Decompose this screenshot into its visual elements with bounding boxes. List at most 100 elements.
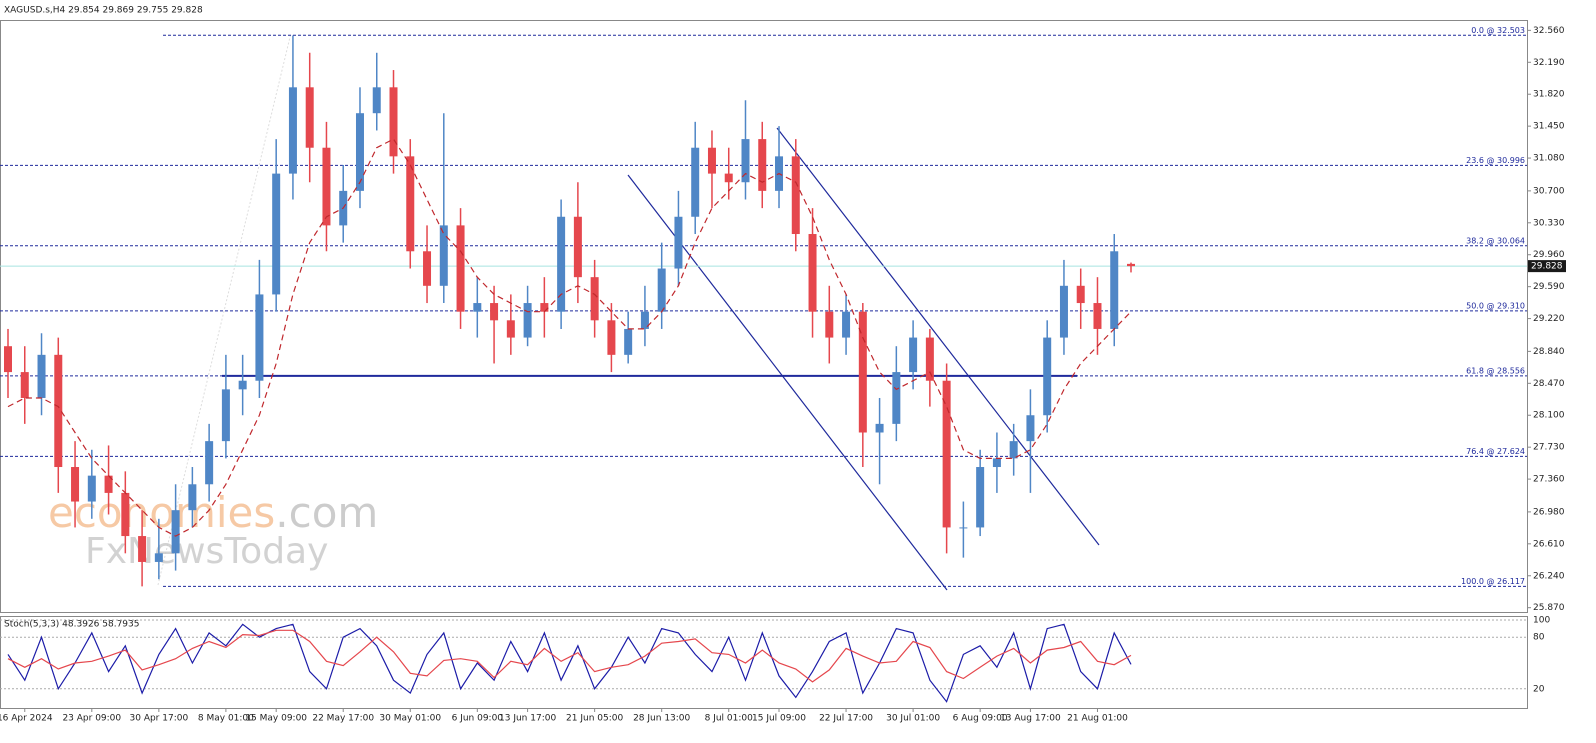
x-tick-label: 21 Aug 01:00 [1067, 714, 1128, 724]
candle-body [573, 216, 582, 278]
fib-trend-line [157, 32, 292, 586]
y-tick-label: 26.240 [1533, 571, 1565, 581]
y-tick-label: 30.330 [1533, 218, 1565, 228]
x-tick-label: 22 Jul 17:00 [819, 714, 873, 724]
candle-body [724, 173, 733, 183]
current-price-box [1528, 260, 1566, 273]
candle-body [506, 320, 515, 338]
main-panel [0, 20, 1528, 613]
candle-body [657, 268, 666, 312]
x-tick-label: 15 May 09:00 [245, 714, 307, 724]
watermark: economies.com [48, 488, 378, 537]
symbol-header: XAGUSD.s,H4 29.854 29.869 29.755 29.828 [4, 6, 203, 16]
candle-body [288, 87, 297, 174]
candle-body [372, 87, 381, 114]
candle-body [4, 346, 12, 373]
x-tick-label: 30 Apr 17:00 [130, 714, 189, 724]
candle-body [305, 87, 314, 148]
moving-average [7, 138, 1132, 537]
candle-body [1110, 251, 1119, 329]
y-tick-label: 31.450 [1533, 122, 1565, 132]
stoch-header: Stoch(5,3,3) 48.3926 58.7935 [4, 620, 139, 630]
y-tick-label: 25.870 [1533, 603, 1565, 613]
stoch-tick-label: 100 [1533, 616, 1550, 626]
candle-body [1093, 303, 1102, 329]
candle-body [272, 173, 281, 295]
candle-body [54, 354, 63, 468]
candle-body [691, 147, 700, 217]
candle-body [707, 147, 716, 174]
stoch-panel [0, 616, 1528, 709]
candle-body [1076, 285, 1085, 304]
candle-body [171, 510, 180, 554]
channel-line [776, 127, 1100, 546]
candle-body [87, 475, 96, 502]
candle-body [858, 311, 867, 433]
y-tick-label: 32.190 [1533, 58, 1565, 68]
candle-body [37, 354, 46, 398]
y-tick-label: 26.610 [1533, 539, 1565, 549]
candle-body [71, 467, 80, 502]
watermark: FxNewsToday [85, 531, 328, 572]
stoch-tick-label: 80 [1533, 633, 1545, 643]
candle-body [523, 303, 532, 338]
candle-body [1043, 337, 1052, 416]
candle-body [1009, 441, 1018, 459]
x-tick-label: 23 Apr 09:00 [62, 714, 121, 724]
x-tick-label: 8 Jul 01:00 [705, 714, 754, 724]
candle-body [456, 225, 465, 312]
candle-body [892, 372, 901, 424]
fib-label: 100.0 @ 26.117 [1461, 577, 1525, 586]
current-price-label: 29.828 [1531, 262, 1563, 272]
candle-body [355, 113, 364, 191]
candle-body [741, 139, 750, 183]
candle-body [808, 234, 817, 312]
candle-body [1127, 263, 1135, 267]
y-tick-label: 29.590 [1533, 282, 1565, 292]
candle-body [221, 389, 230, 442]
candle-body [674, 216, 683, 269]
candle-body [473, 303, 482, 312]
y-tick-label: 27.360 [1533, 475, 1565, 485]
candle-body [758, 139, 767, 191]
x-tick-label: 6 Aug 09:00 [953, 714, 1008, 724]
candle-body [423, 251, 432, 286]
candle-body [20, 372, 29, 398]
candle-body [992, 458, 1001, 468]
candle-body [322, 147, 331, 226]
candle-body [909, 337, 918, 373]
candle-body [959, 527, 968, 529]
fib-label: 0.0 @ 32.503 [1471, 26, 1525, 35]
stoch-tick-label: 20 [1533, 684, 1545, 694]
candle-body [607, 320, 616, 355]
candle-body [238, 380, 247, 390]
candle-body [925, 337, 934, 381]
candle-body [104, 475, 113, 493]
x-tick-label: 21 Jun 05:00 [566, 714, 623, 724]
candle-body [540, 303, 549, 312]
candle-body [205, 441, 214, 485]
fib-label: 61.8 @ 28.556 [1466, 366, 1525, 375]
y-tick-label: 30.700 [1533, 186, 1565, 196]
y-tick-label: 28.100 [1533, 411, 1565, 421]
candle-body [842, 311, 851, 338]
candle-body [121, 492, 130, 537]
watermark-text: .com [275, 488, 378, 537]
candle-body [875, 423, 884, 433]
x-tick-label: 6 Jun 09:00 [452, 714, 504, 724]
stoch-line [7, 623, 1132, 703]
y-tick-label: 27.730 [1533, 443, 1565, 453]
y-tick-label: 28.840 [1533, 347, 1565, 357]
fib-label: 23.6 @ 30.996 [1466, 156, 1525, 165]
candle-body [138, 536, 147, 562]
candle-body [942, 380, 951, 528]
candle-body [1026, 415, 1035, 442]
y-tick-label: 29.220 [1533, 314, 1565, 324]
candle-body [590, 277, 599, 321]
x-tick-label: 13 Aug 17:00 [1000, 714, 1061, 724]
candle-body [490, 303, 499, 321]
candle-body [188, 484, 197, 511]
y-tick-label: 26.980 [1533, 507, 1565, 517]
candle-body [557, 216, 566, 312]
